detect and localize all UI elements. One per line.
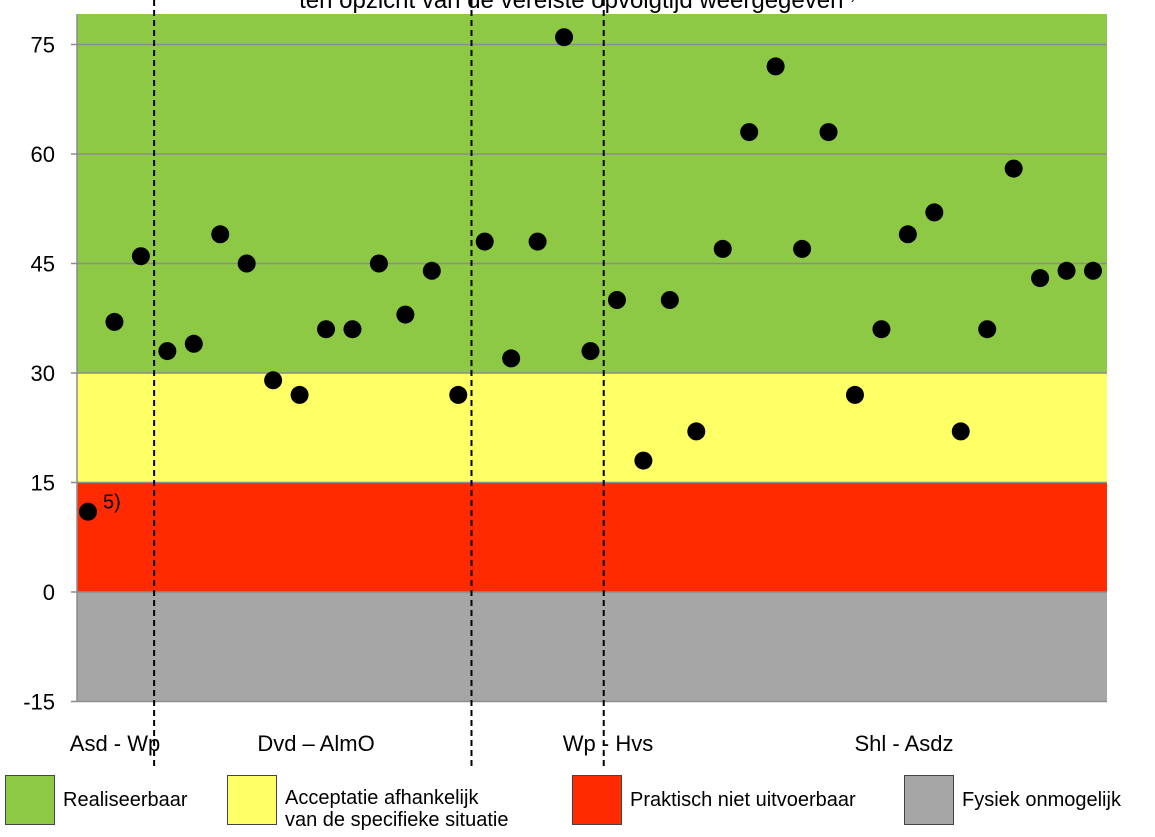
data-point-g3-13 xyxy=(951,422,970,441)
data-point-g2-2 xyxy=(528,232,547,251)
data-point-g3-1 xyxy=(634,451,653,470)
legend-swatch-green xyxy=(5,775,55,825)
data-point-g3-11 xyxy=(898,225,917,244)
ytick-label-75: 75 xyxy=(31,33,55,58)
data-point-g3-3 xyxy=(687,422,706,441)
legend-label: Acceptatie afhankelijk van de specifieke… xyxy=(285,787,509,831)
data-point-g3-6 xyxy=(766,57,785,76)
ytick-label--15: -15 xyxy=(23,690,55,715)
chart-title: ten opzicht van de vereiste opvolgtijd w… xyxy=(299,0,856,14)
data-point-g1-5 xyxy=(290,385,309,404)
legend-label: Realiseerbaar xyxy=(63,789,188,811)
data-point-g1-0 xyxy=(158,342,177,361)
group-label-wp-hvs: Wp - Hvs xyxy=(562,731,654,756)
legend-label: Praktisch niet uitvoerbaar xyxy=(630,789,856,811)
data-point-g1-11 xyxy=(449,385,468,404)
data-point-g2-1 xyxy=(502,349,521,368)
data-point-g3-0 xyxy=(607,291,626,309)
data-point-g2-3 xyxy=(555,28,574,47)
band-0 xyxy=(77,592,1107,702)
data-point-g3-12 xyxy=(925,203,944,222)
data-point-g2-0 xyxy=(475,232,494,251)
data-point-g3-16 xyxy=(1031,269,1050,288)
band-3 xyxy=(77,14,1107,373)
legend-item-realiseerbaar: Realiseerbaar xyxy=(5,775,188,825)
legend-swatch-yellow xyxy=(227,775,277,825)
legend-item-praktisch: Praktisch niet uitvoerbaar xyxy=(572,775,856,825)
data-point-g3-4 xyxy=(713,239,732,258)
data-point-g0-0 xyxy=(79,502,97,521)
data-point-g3-10 xyxy=(872,320,891,339)
data-point-g2-4 xyxy=(581,342,600,361)
group-label-asd-wp: Asd - Wp xyxy=(69,731,161,756)
data-point-g0-2 xyxy=(131,247,150,266)
data-point-g0-1 xyxy=(105,312,124,331)
band-2 xyxy=(77,373,1107,483)
group-label-dvd-almo: Dvd – AlmO xyxy=(257,731,375,756)
data-point-g1-3 xyxy=(237,254,256,273)
data-point-g3-8 xyxy=(819,123,838,142)
ytick-label-0: 0 xyxy=(43,580,55,605)
data-point-g1-8 xyxy=(369,254,388,273)
point-note-label: 5) xyxy=(103,492,121,514)
data-point-g1-6 xyxy=(317,320,336,339)
group-label-shl-asdz: Shl - Asdz xyxy=(854,731,954,756)
data-point-g1-10 xyxy=(422,261,441,280)
data-point-g1-4 xyxy=(264,371,283,390)
legend-item-acceptatie: Acceptatie afhankelijk van de specifieke… xyxy=(227,775,508,831)
data-point-g1-1 xyxy=(184,334,203,353)
band-1 xyxy=(77,482,1107,592)
data-point-g1-7 xyxy=(343,320,362,339)
ytick-label-15: 15 xyxy=(31,471,55,496)
data-point-g1-2 xyxy=(211,225,230,244)
data-point-g3-9 xyxy=(845,385,864,404)
legend-swatch-gray xyxy=(904,775,954,825)
ytick-label-60: 60 xyxy=(31,142,55,167)
data-point-g3-14 xyxy=(978,320,997,339)
data-point-g1-9 xyxy=(396,305,415,324)
legend-item-fysiek: Fysiek onmogelijk xyxy=(904,775,1121,825)
data-point-g3-7 xyxy=(793,239,812,258)
legend-label: Fysiek onmogelijk xyxy=(962,789,1121,811)
legend-swatch-red xyxy=(572,775,622,825)
data-point-g3-17 xyxy=(1057,261,1076,280)
scatter-chart: -15 0 15 30 45 60 75 5) xyxy=(23,0,1107,770)
ytick-label-45: 45 xyxy=(31,252,55,277)
data-point-g3-2 xyxy=(660,291,679,309)
data-point-g3-5 xyxy=(740,123,759,142)
ytick-label-30: 30 xyxy=(31,361,55,386)
data-point-g3-18 xyxy=(1084,261,1102,280)
data-point-g3-15 xyxy=(1004,159,1023,178)
